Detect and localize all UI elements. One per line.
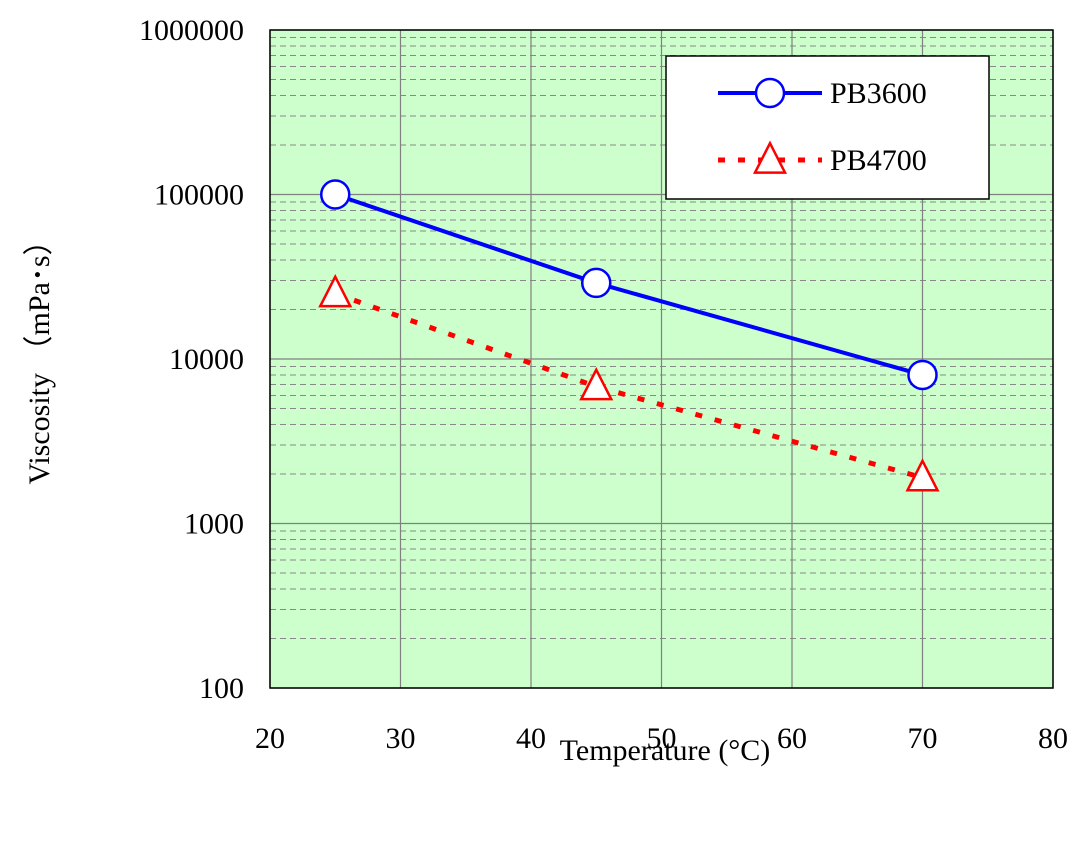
legend-box bbox=[665, 55, 990, 200]
data-point bbox=[320, 179, 351, 210]
legend: PB3600 PB4700 bbox=[665, 55, 990, 200]
y-axis-title: Viscosity （mPa･s） bbox=[23, 225, 56, 484]
legend-label: PB3600 bbox=[830, 77, 927, 110]
x-tick-labels: 20 30 40 50 60 70 80 bbox=[255, 722, 1068, 755]
x-tick-label: 50 bbox=[647, 722, 677, 755]
data-point bbox=[907, 359, 938, 391]
y-tick-label: 1000 bbox=[184, 508, 244, 541]
y-tick-label: 10000 bbox=[169, 343, 244, 376]
x-tick-label: 20 bbox=[255, 722, 285, 755]
legend-label: PB4700 bbox=[830, 144, 927, 177]
series-pb4700 bbox=[318, 273, 940, 492]
x-axis-title: Temperature (°C) bbox=[560, 734, 771, 767]
y-tick-label: 100 bbox=[199, 672, 244, 705]
data-point bbox=[581, 267, 612, 299]
x-tick-label: 80 bbox=[1038, 722, 1068, 755]
x-tick-label: 70 bbox=[908, 722, 938, 755]
legend-item-pb4700: PB4700 bbox=[718, 140, 927, 177]
legend-marker bbox=[752, 140, 788, 174]
y-tick-label: 1000000 bbox=[139, 14, 244, 47]
series-line bbox=[334, 291, 924, 481]
x-tick-label: 30 bbox=[386, 722, 416, 755]
x-tick-label: 60 bbox=[777, 722, 807, 755]
y-tick-labels: 100 1000 10000 100000 1000000 bbox=[139, 14, 244, 705]
series-pb3600 bbox=[320, 179, 938, 391]
y-tick-label: 100000 bbox=[154, 179, 244, 212]
legend-marker bbox=[754, 77, 786, 109]
series-layer bbox=[318, 179, 940, 492]
x-tick-label: 40 bbox=[516, 722, 546, 755]
data-point bbox=[905, 458, 940, 492]
data-point bbox=[318, 273, 353, 308]
plot-frame bbox=[269, 29, 1054, 689]
data-point bbox=[579, 367, 614, 401]
legend-item-pb3600: PB3600 bbox=[718, 77, 927, 110]
